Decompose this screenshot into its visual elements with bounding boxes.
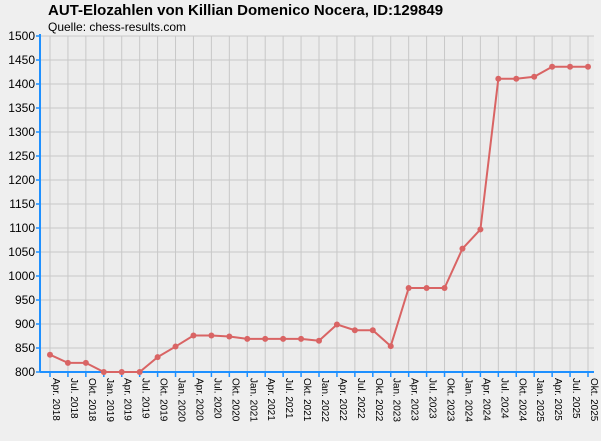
x-tick-label: Okt. 2025: [588, 378, 599, 422]
x-tick-label: Apr. 2025: [552, 378, 563, 421]
data-point: [172, 343, 179, 350]
x-tick-label: Jan. 2022: [319, 378, 330, 422]
x-tick-label: Apr. 2022: [337, 378, 348, 421]
data-point: [226, 333, 233, 340]
data-point: [100, 369, 107, 375]
data-point: [423, 285, 430, 291]
x-tick-label: Okt. 2021: [301, 378, 312, 422]
data-point: [47, 351, 53, 358]
data-point: [82, 359, 89, 366]
data-point: [118, 369, 125, 375]
data-point: [316, 337, 322, 344]
x-tick-label: Okt. 2023: [445, 378, 456, 422]
x-tick-label: Jul. 2021: [283, 378, 294, 419]
y-tick-label: 1250: [8, 149, 35, 163]
y-tick-label: 1300: [8, 125, 35, 139]
x-tick-label: Okt. 2018: [86, 378, 97, 422]
y-tick-label: 1450: [8, 53, 35, 67]
data-point: [298, 335, 305, 342]
x-tick-label: Jul. 2023: [427, 378, 438, 419]
data-point: [262, 335, 269, 342]
data-point: [244, 335, 251, 342]
y-tick-label: 1150: [9, 197, 35, 211]
chart-subtitle: Quelle: chess-results.com: [48, 20, 187, 34]
y-tick-label: 850: [15, 341, 35, 355]
data-point: [459, 245, 466, 252]
data-point: [387, 343, 394, 350]
x-tick-label: Jul. 2018: [68, 378, 79, 419]
data-point: [495, 75, 502, 82]
chart-title: AUT-Elozahlen von Killian Domenico Nocer…: [48, 2, 444, 19]
data-point: [351, 327, 358, 334]
y-tick-label: 1050: [8, 245, 35, 259]
x-tick-label: Jul. 2019: [140, 378, 151, 419]
x-tick-label: Okt. 2019: [158, 378, 169, 422]
data-point: [280, 335, 287, 342]
data-point: [136, 369, 143, 375]
data-point: [549, 63, 556, 70]
y-tick-label: 1200: [8, 173, 35, 187]
x-tick-label: Jul. 2024: [498, 378, 509, 419]
x-tick-label: Jul. 2025: [570, 378, 581, 419]
x-tick-label: Apr. 2021: [265, 378, 276, 421]
y-tick-label: 1400: [8, 77, 35, 91]
x-tick-label: Okt. 2020: [229, 378, 240, 422]
data-point: [513, 75, 520, 82]
y-tick-label: 1500: [8, 29, 35, 43]
x-tick-label: Jan. 2023: [391, 378, 402, 422]
data-point: [441, 285, 448, 291]
x-tick-label: Jan. 2020: [176, 378, 187, 422]
data-point: [333, 321, 340, 328]
data-point: [405, 285, 412, 291]
data-point: [208, 332, 215, 339]
y-tick-label: 1000: [8, 269, 35, 283]
y-tick-label: 900: [15, 317, 35, 331]
x-tick-label: Jan. 2021: [247, 378, 258, 422]
x-tick-label: Apr. 2023: [409, 378, 420, 421]
data-point: [531, 73, 538, 80]
x-tick-label: Okt. 2022: [373, 378, 384, 422]
data-point: [190, 332, 197, 339]
data-point: [567, 63, 574, 70]
x-tick-label: Jan. 2024: [462, 378, 473, 422]
y-tick-label: 800: [15, 365, 35, 379]
x-tick-label: Jan. 2025: [534, 378, 545, 422]
data-point: [154, 354, 161, 361]
data-point: [64, 359, 71, 366]
data-point: [477, 226, 484, 233]
x-tick-label: Apr. 2018: [50, 378, 61, 421]
x-tick-label: Apr. 2024: [480, 378, 491, 421]
x-tick-label: Okt. 2024: [516, 378, 527, 422]
y-tick-label: 1100: [9, 221, 35, 235]
x-tick-label: Jul. 2022: [355, 378, 366, 419]
x-tick-label: Apr. 2020: [193, 378, 204, 421]
y-tick-label: 1350: [8, 101, 35, 115]
y-tick-label: 950: [15, 293, 35, 307]
x-tick-label: Apr. 2019: [122, 378, 133, 421]
data-point: [369, 327, 376, 334]
x-tick-label: Jan. 2019: [104, 378, 115, 422]
x-tick-label: Jul. 2020: [211, 378, 222, 419]
data-point: [585, 63, 591, 70]
